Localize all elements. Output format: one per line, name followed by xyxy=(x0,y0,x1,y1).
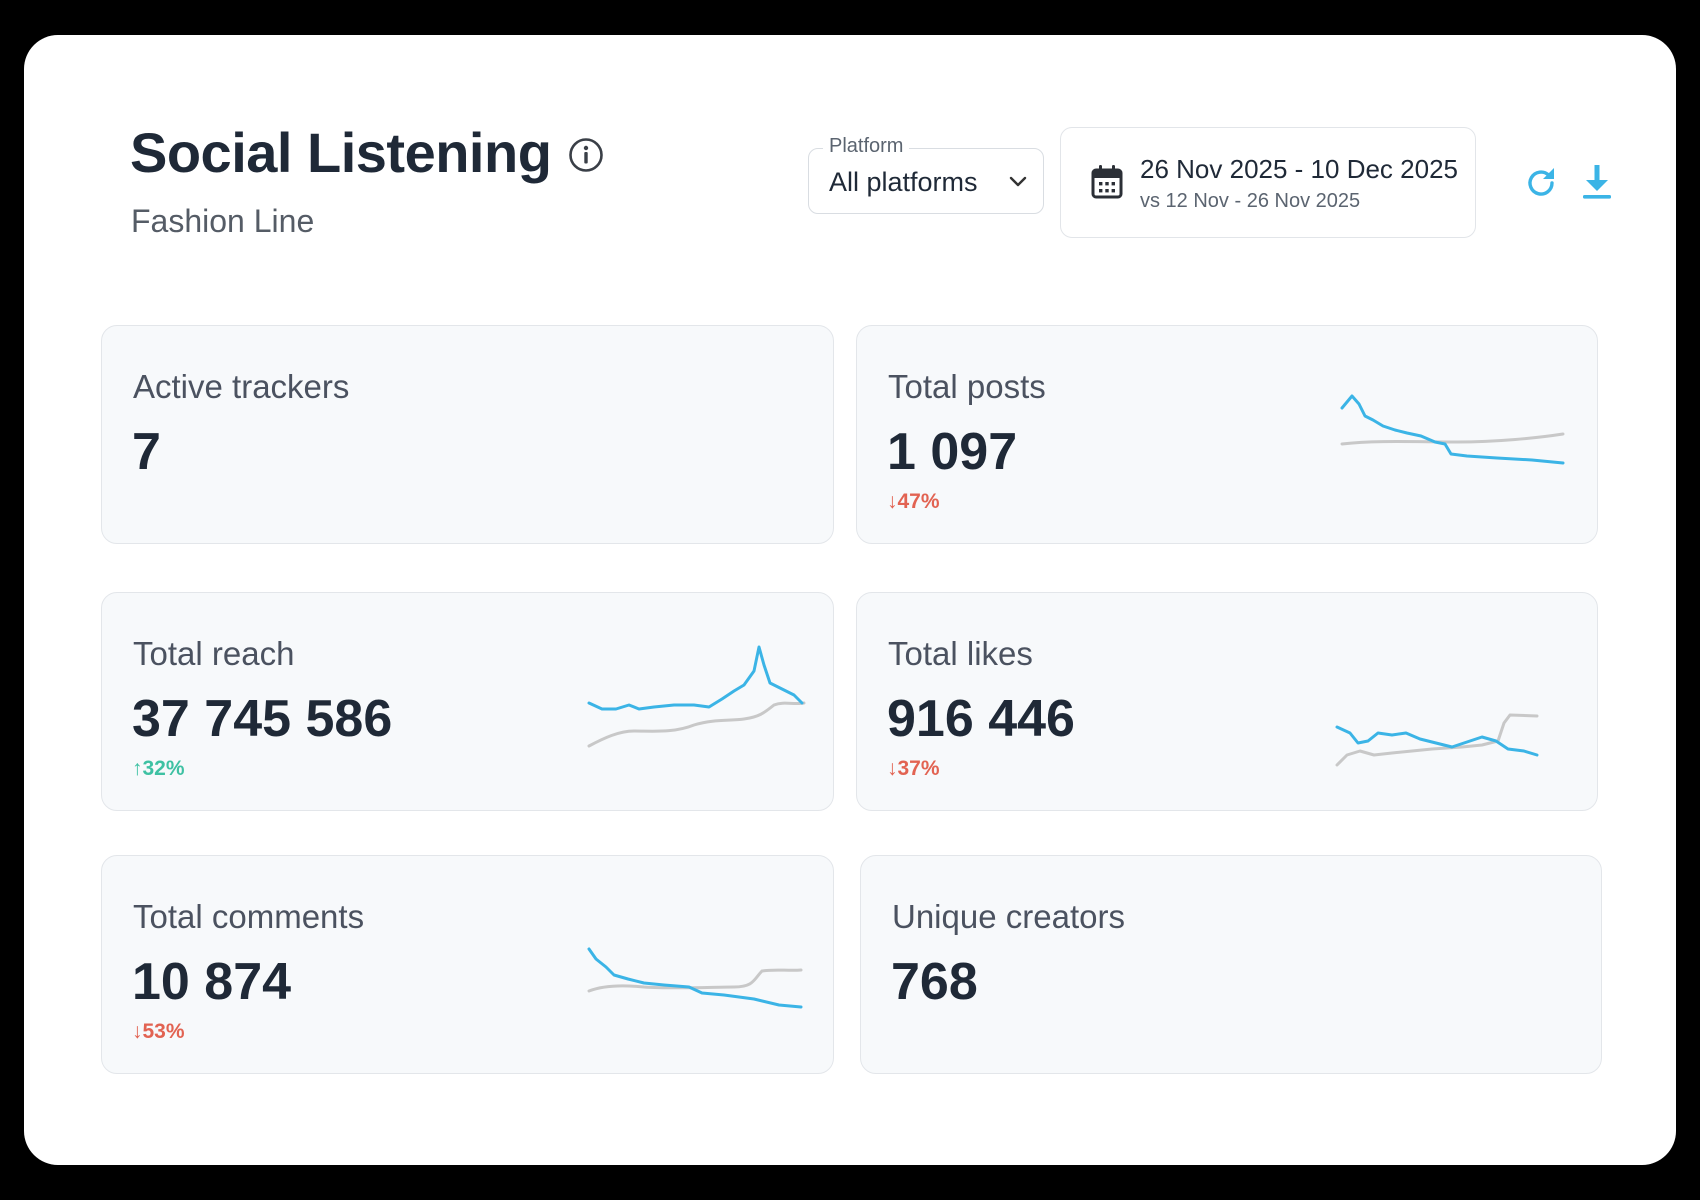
metric-label: Total comments xyxy=(133,898,365,935)
metric-delta: ↓47% xyxy=(887,490,940,513)
sparkline xyxy=(1340,394,1565,465)
platform-select[interactable]: Platform All platforms xyxy=(808,135,1044,214)
refresh-icon[interactable] xyxy=(1523,165,1559,201)
download-icon[interactable] xyxy=(1580,163,1614,201)
metric-label: Unique creators xyxy=(892,898,1125,935)
metric-tile-total-posts: Total posts 1 097 ↓47% xyxy=(856,325,1598,544)
page-subtitle: Fashion Line xyxy=(131,203,315,239)
metric-delta: ↓37% xyxy=(887,757,940,780)
metric-value: 768 xyxy=(891,953,978,1011)
metric-value: 37 745 586 xyxy=(132,690,393,748)
sparkline xyxy=(587,645,806,748)
date-range-value: 26 Nov 2025 - 10 Dec 2025 xyxy=(1140,154,1458,184)
metric-tile-total-likes: Total likes 916 446 ↓37% xyxy=(856,592,1598,811)
metric-delta: ↓53% xyxy=(132,1020,185,1043)
platform-select-label: Platform xyxy=(823,135,910,158)
sparkline xyxy=(587,947,803,1009)
metric-value: 10 874 xyxy=(132,953,292,1011)
metric-value: 1 097 xyxy=(887,423,1018,481)
date-compare-value: vs 12 Nov - 26 Nov 2025 xyxy=(1140,190,1361,212)
metric-delta: ↑32% xyxy=(132,757,185,780)
calendar-icon xyxy=(1091,165,1123,199)
date-range-picker[interactable]: 26 Nov 2025 - 10 Dec 2025 vs 12 Nov - 26… xyxy=(1060,127,1476,238)
info-icon[interactable] xyxy=(568,137,604,173)
chevron-down-icon xyxy=(1009,176,1027,187)
sparkline xyxy=(1335,713,1539,767)
dashboard-card: Social Listening Fashion Line Platform A… xyxy=(24,35,1676,1165)
metric-value: 916 446 xyxy=(887,690,1075,748)
metric-tile-total-reach: Total reach 37 745 586 ↑32% xyxy=(101,592,834,811)
metric-label: Active trackers xyxy=(133,368,350,405)
metric-tile-unique-creators: Unique creators 768 xyxy=(860,855,1602,1074)
page-title: Social Listening xyxy=(130,121,552,184)
metric-tile-total-comments: Total comments 10 874 ↓53% xyxy=(101,855,834,1074)
platform-select-value: All platforms xyxy=(829,167,978,197)
metric-label: Total posts xyxy=(888,368,1046,405)
metric-label: Total reach xyxy=(133,635,295,672)
metric-label: Total likes xyxy=(888,635,1033,672)
metric-tile-active-trackers: Active trackers 7 xyxy=(101,325,834,544)
metric-value: 7 xyxy=(132,423,161,481)
